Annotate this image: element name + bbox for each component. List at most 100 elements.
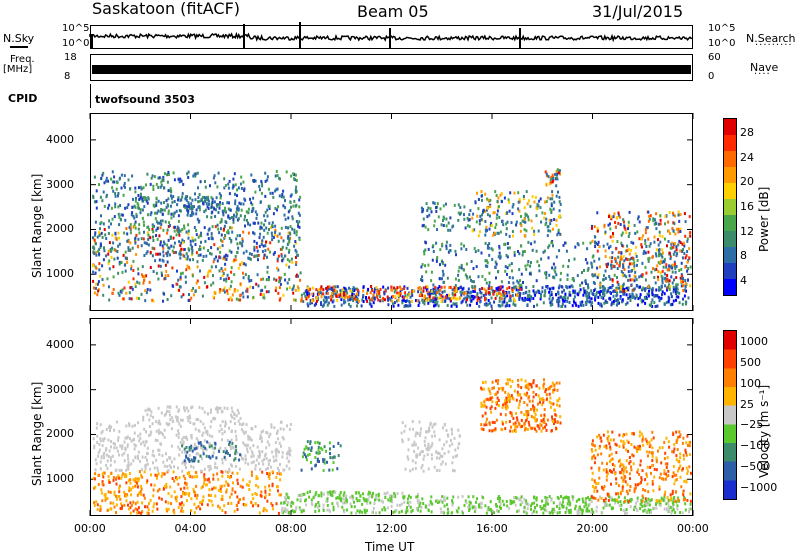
- echo-cell: [112, 189, 115, 193]
- echo-cell: [95, 462, 98, 466]
- echo-cell: [199, 420, 202, 423]
- echo-cell: [373, 502, 376, 505]
- echo-cell: [629, 505, 632, 509]
- echo-cell: [110, 445, 112, 449]
- echo-cell: [162, 246, 165, 250]
- echo-cell: [279, 478, 282, 482]
- echo-cell: [653, 276, 656, 279]
- echo-cell: [475, 295, 478, 299]
- echo-cell: [599, 283, 602, 287]
- echo-cell: [317, 505, 320, 509]
- echo-cell: [275, 459, 278, 462]
- echo-cell: [349, 289, 352, 293]
- echo-cell: [586, 299, 589, 303]
- echo-cell: [622, 263, 624, 267]
- echo-cell: [655, 222, 658, 226]
- echo-cell: [682, 289, 685, 292]
- echo-cell: [241, 423, 244, 427]
- echo-cell: [577, 293, 580, 297]
- echo-cell: [493, 386, 495, 390]
- echo-cell: [139, 436, 142, 440]
- echo-cell: [280, 236, 283, 240]
- echo-cell: [218, 192, 221, 196]
- echo-cell: [107, 474, 110, 478]
- echo-cell: [640, 243, 643, 247]
- echo-cell: [493, 231, 496, 235]
- echo-cell: [517, 200, 520, 204]
- echo-cell: [103, 456, 106, 460]
- echo-cell: [134, 484, 137, 488]
- echo-cell: [404, 508, 407, 512]
- echo-cell: [667, 501, 670, 505]
- echo-cell: [275, 278, 278, 282]
- echo-cell: [230, 270, 233, 274]
- echo-cell: [619, 290, 622, 294]
- echo-cell: [341, 505, 344, 509]
- echo-cell: [545, 271, 548, 275]
- echo-cell: [152, 299, 155, 303]
- echo-cell: [550, 498, 553, 502]
- echo-cell: [670, 292, 673, 296]
- echo-cell: [237, 246, 240, 250]
- echo-cell: [563, 299, 566, 303]
- colorbar-tick-label: 1000: [740, 335, 768, 349]
- echo-cell: [287, 216, 290, 220]
- echo-cell: [145, 463, 148, 467]
- echo-cell: [277, 205, 280, 209]
- echo-cell: [271, 238, 274, 242]
- echo-cell: [635, 295, 638, 299]
- echo-cell: [519, 287, 522, 291]
- echo-cell: [120, 186, 123, 190]
- echo-cell: [489, 392, 492, 396]
- echo-cell: [343, 286, 346, 290]
- echo-cell: [103, 493, 106, 497]
- echo-cell: [672, 508, 675, 511]
- echo-cell: [132, 478, 135, 482]
- echo-cell: [288, 450, 291, 453]
- echo-cell: [161, 208, 164, 212]
- echo-cell: [195, 251, 198, 255]
- echo-cell: [113, 175, 116, 179]
- echo-cell: [274, 233, 276, 237]
- echo-cell: [306, 302, 309, 306]
- echo-cell: [127, 503, 129, 507]
- echo-cell: [586, 506, 589, 510]
- echo-cell: [287, 226, 290, 230]
- echo-cell: [675, 276, 678, 280]
- echo-cell: [269, 241, 272, 245]
- echo-cell: [599, 286, 602, 290]
- echo-cell: [544, 504, 547, 508]
- echo-cell: [672, 229, 675, 233]
- echo-cell: [617, 211, 620, 215]
- echo-cell: [686, 237, 689, 241]
- echo-cell: [118, 430, 121, 433]
- echo-cell: [94, 458, 97, 462]
- echo-cell: [533, 304, 535, 308]
- echo-cell: [517, 384, 520, 388]
- echo-cell: [257, 455, 260, 458]
- echo-cell: [600, 295, 603, 299]
- echo-cell: [119, 176, 121, 180]
- echo-cell: [476, 299, 479, 302]
- echo-cell: [233, 289, 236, 293]
- echo-cell: [118, 236, 121, 240]
- nsky-label: N.Sky: [3, 32, 35, 45]
- echo-cell: [208, 434, 211, 438]
- echo-cell: [568, 499, 571, 503]
- echo-cell: [173, 479, 176, 483]
- echo-cell: [214, 407, 217, 411]
- echo-cell: [422, 300, 425, 304]
- echo-cell: [291, 261, 294, 264]
- echo-cell: [411, 289, 414, 293]
- echo-cell: [157, 185, 160, 189]
- echo-cell: [213, 257, 216, 261]
- echo-cell: [216, 466, 219, 470]
- echo-cell: [615, 247, 618, 251]
- echo-cell: [281, 510, 283, 514]
- echo-cell: [628, 262, 631, 266]
- echo-cell: [472, 289, 475, 293]
- echo-cell: [194, 494, 197, 498]
- echo-cell: [252, 221, 255, 225]
- echo-cell: [477, 234, 480, 238]
- echo-cell: [590, 510, 593, 514]
